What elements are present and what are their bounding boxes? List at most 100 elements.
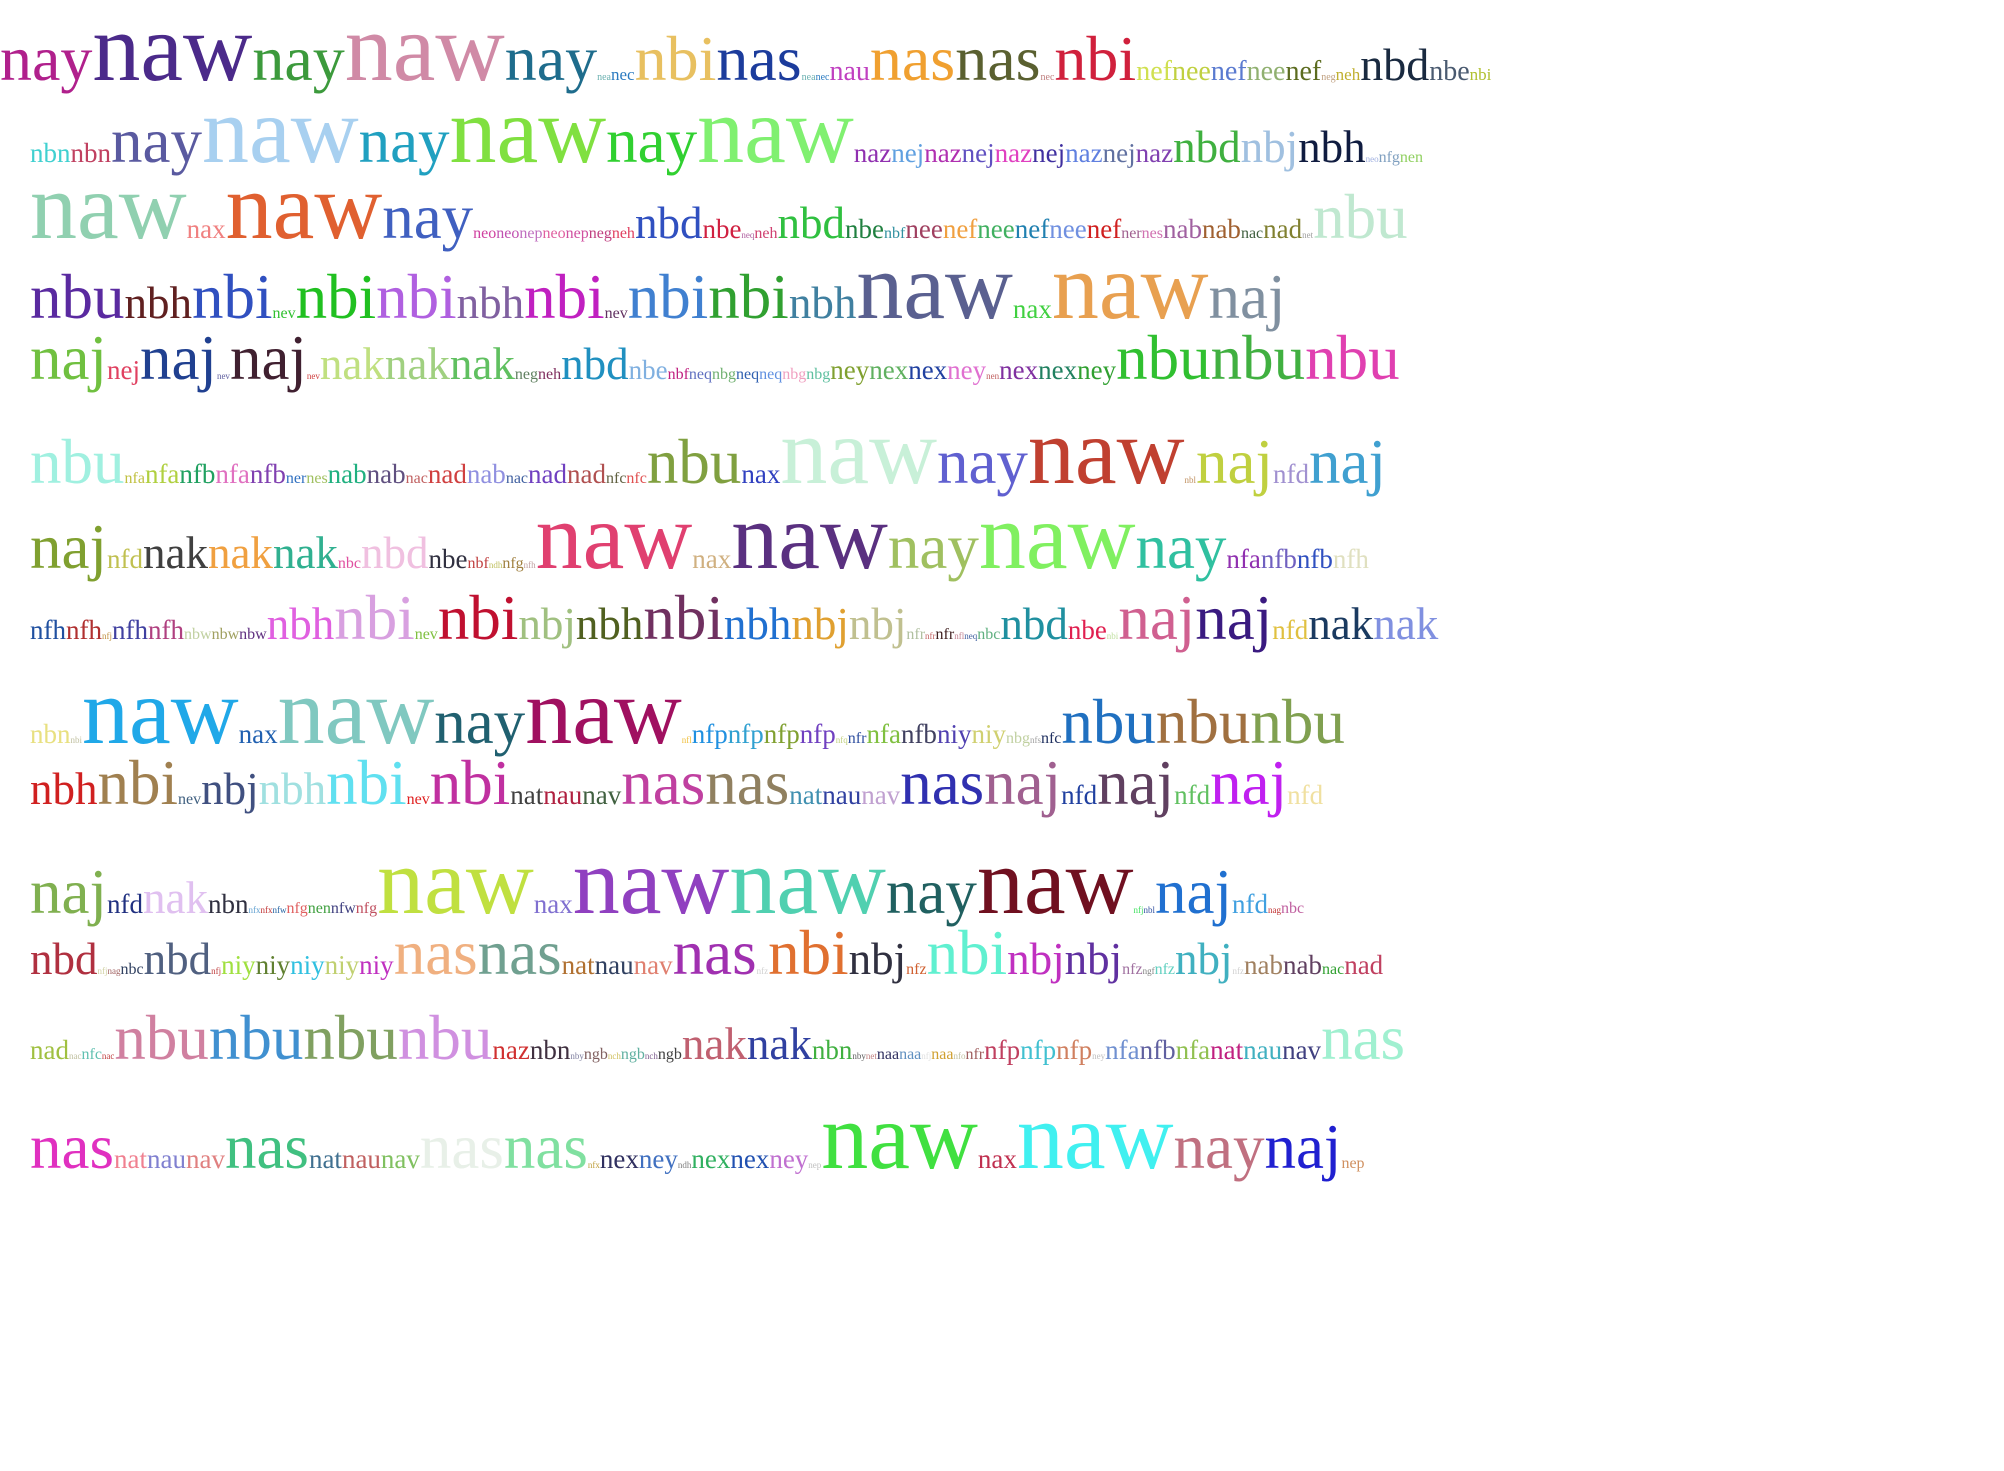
- cloud-word: nay: [1173, 1112, 1265, 1182]
- cloud-word: nbi: [295, 262, 377, 332]
- cloud-word: ney: [947, 355, 987, 385]
- cloud-word: nat: [113, 1144, 147, 1174]
- cloud-word: naj: [1097, 748, 1175, 818]
- cloud-word: nbe: [702, 214, 742, 244]
- cloud-word: nbi: [926, 918, 1008, 988]
- word-row: najnfdnaknbnnfxnfxnfwnfgnennfwnfgnawnaxn…: [0, 835, 2004, 945]
- cloud-word: nen: [1399, 149, 1424, 166]
- cloud-word: nbh: [723, 599, 792, 649]
- cloud-word: nfc: [626, 470, 647, 487]
- cloud-word: nat: [789, 780, 823, 810]
- cloud-word: neq: [964, 631, 978, 641]
- cloud-word: neh: [611, 225, 635, 242]
- cloud-word: nfd: [106, 889, 143, 919]
- cloud-word: nbi: [70, 735, 83, 745]
- cloud-word: nat: [561, 950, 595, 980]
- cloud-word: nfa: [144, 459, 180, 489]
- cloud-word: naj: [1208, 262, 1286, 332]
- cloud-word: nfx: [248, 905, 261, 915]
- cloud-word: nbd: [777, 198, 846, 248]
- cloud-word: nfd: [106, 544, 143, 574]
- cloud-word: nbe: [428, 544, 468, 574]
- cloud-word: neg: [514, 366, 538, 383]
- cloud-word: nbi: [1469, 65, 1492, 84]
- cloud-word: nfz: [906, 961, 927, 978]
- cloud-word: nbn: [30, 138, 71, 168]
- cloud-word: nfh: [30, 615, 66, 645]
- cloud-word: naz: [994, 138, 1033, 168]
- cloud-word: nfr: [935, 626, 955, 643]
- cloud-word: niy: [324, 950, 360, 980]
- cloud-word: nbh: [266, 599, 335, 649]
- cloud-word: nch: [607, 1051, 621, 1061]
- cloud-word: nbu: [646, 427, 742, 497]
- cloud-word: nas: [224, 1112, 309, 1182]
- cloud-word: nfa: [124, 470, 145, 487]
- cloud-word: nfg: [1378, 149, 1400, 166]
- cloud-word: naw: [697, 79, 854, 183]
- cloud-word: ney: [769, 1144, 809, 1174]
- cloud-word: nfr: [847, 730, 867, 747]
- cloud-word: nfg: [355, 900, 378, 917]
- cloud-word: nej: [1102, 138, 1136, 168]
- cloud-word: nep: [519, 225, 543, 242]
- cloud-word: nbd: [1173, 122, 1241, 172]
- cloud-word: nbi: [634, 23, 717, 94]
- cloud-word: nay: [936, 427, 1028, 497]
- cloud-word: ner: [285, 470, 307, 487]
- cloud-word: nbi: [768, 918, 849, 988]
- cloud-word: neo: [473, 225, 497, 242]
- cloud-word: nfj: [102, 631, 112, 641]
- cloud-word: neo: [542, 225, 566, 242]
- word-row: najnejnajnevnajnevnaknaknaknegnehnbdnben…: [0, 325, 2004, 425]
- cloud-word: nax: [692, 544, 732, 574]
- cloud-word: naw: [525, 660, 682, 764]
- cloud-word: nay: [358, 106, 450, 176]
- cloud-word: ndh: [488, 560, 503, 570]
- cloud-word: nfp: [1020, 1035, 1057, 1065]
- cloud-word: nbj: [1007, 934, 1065, 984]
- cloud-word: ngb: [657, 1046, 682, 1063]
- cloud-word: nfb: [1296, 544, 1333, 574]
- cloud-word: nfz: [1122, 961, 1143, 978]
- cloud-word: nef: [1136, 56, 1172, 87]
- cloud-word: nav: [633, 950, 673, 980]
- cloud-word: nfh: [1332, 544, 1369, 574]
- cloud-word: nev: [406, 791, 430, 808]
- cloud-word: nbj: [1240, 122, 1299, 172]
- cloud-word: ney: [1092, 1051, 1106, 1061]
- cloud-word: nfr: [925, 631, 936, 641]
- cloud-word: nep: [808, 1160, 822, 1170]
- cloud-word: nfc: [81, 1046, 102, 1063]
- cloud-word: nac: [1240, 225, 1264, 242]
- cloud-word: nbg: [1005, 730, 1030, 747]
- cloud-word: nbn: [529, 1035, 571, 1065]
- cloud-word: nay: [111, 106, 202, 176]
- cloud-word: nej: [891, 138, 925, 168]
- cloud-word: nab: [466, 459, 506, 489]
- cloud-word: nfd: [1174, 780, 1211, 810]
- cloud-word: nbc: [977, 626, 1001, 643]
- cloud-word: nfc: [605, 470, 627, 487]
- cloud-word: nak: [207, 528, 273, 578]
- cloud-word: nby: [852, 1051, 866, 1061]
- cloud-word: nay: [606, 106, 698, 176]
- cloud-word: nas: [869, 23, 956, 94]
- cloud-word: nay: [1135, 512, 1227, 582]
- cloud-word: naj: [1195, 583, 1273, 653]
- cloud-word: nbu: [1155, 687, 1251, 757]
- cloud-word: naw: [277, 660, 435, 764]
- cloud-word: nee: [1049, 214, 1087, 244]
- cloud-word: nbi: [627, 262, 709, 332]
- cloud-word: nbd: [1000, 599, 1068, 649]
- cloud-word: nbd: [361, 528, 429, 578]
- cloud-word: naj: [1155, 857, 1232, 927]
- cloud-word: nev: [216, 371, 230, 381]
- word-row: nasnatnaunavnasnatnaunavnasnasnfxnexneyn…: [0, 1090, 2004, 1200]
- cloud-word: nfd: [1061, 780, 1098, 810]
- cloud-word: nbh: [124, 278, 193, 328]
- cloud-word: nch: [644, 1051, 658, 1061]
- cloud-word: nfb: [249, 459, 286, 489]
- cloud-word: naw: [377, 830, 534, 934]
- cloud-word: nef: [1285, 56, 1322, 87]
